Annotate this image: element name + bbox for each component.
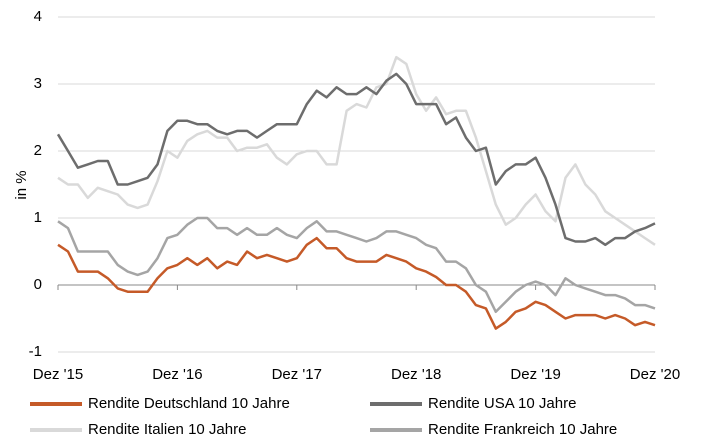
x-tick-label: Dez '19 <box>510 366 560 383</box>
legend-label: Rendite Italien 10 Jahre <box>88 421 246 438</box>
legend-label: Rendite USA 10 Jahre <box>428 395 576 412</box>
series-line <box>57 55 656 246</box>
y-tick-label: -1 <box>29 343 42 360</box>
x-tick-label: Dez '15 <box>33 366 83 383</box>
y-tick-label: 2 <box>34 142 42 159</box>
y-axis-label: in % <box>13 170 30 199</box>
y-tick-label: 0 <box>34 276 42 293</box>
x-tick-label: Dez '20 <box>630 366 680 383</box>
series-line <box>56 72 656 247</box>
series-line <box>57 236 656 330</box>
x-tick-label: Dez '18 <box>391 366 441 383</box>
x-tick-label: Dez '16 <box>152 366 202 383</box>
series-line <box>57 216 656 314</box>
y-tick-label: 4 <box>34 8 42 25</box>
x-tick-label: Dez '17 <box>272 366 322 383</box>
legend-label: Rendite Deutschland 10 Jahre <box>88 395 290 412</box>
legend-label: Rendite Frankreich 10 Jahre <box>428 421 617 438</box>
y-tick-label: 1 <box>34 209 42 226</box>
y-tick-label: 3 <box>34 75 42 92</box>
